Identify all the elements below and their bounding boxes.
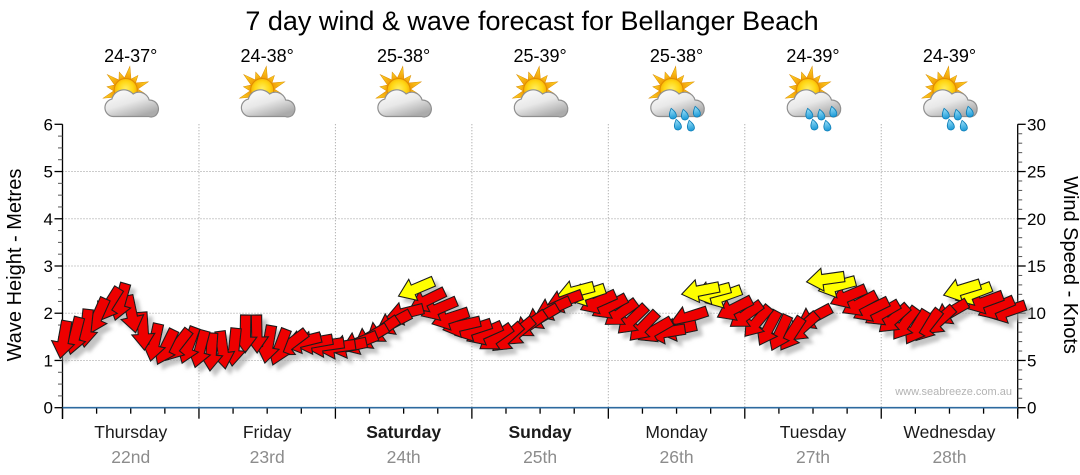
wind-arrow-strong <box>397 275 437 302</box>
wind-arrow-strong <box>680 278 721 304</box>
right-tick-label: 0 <box>1027 399 1036 418</box>
weather-icon-partly-cloudy <box>237 65 296 118</box>
day-name-label: Monday <box>645 422 708 442</box>
wind-arrow-series <box>50 267 1028 372</box>
temperature-label: 25-38° <box>650 46 703 66</box>
temperature-label: 25-39° <box>513 46 566 66</box>
day-name-label: Wednesday <box>903 422 995 442</box>
temperature-label: 24-38° <box>241 46 294 66</box>
watermark: www.seabreeze.com.au <box>895 386 1012 398</box>
temperature-label: 24-39° <box>923 46 976 66</box>
right-tick-label: 10 <box>1027 304 1046 323</box>
day-name-label: Friday <box>243 422 292 442</box>
wind-arrow-strong <box>805 267 846 292</box>
day-date-label: 22nd <box>111 447 150 467</box>
day-date-label: 24th <box>387 447 421 467</box>
day-date-label: 26th <box>660 447 694 467</box>
left-tick-label: 3 <box>44 257 53 276</box>
day-date-label: 23rd <box>250 447 285 467</box>
right-tick-label: 15 <box>1027 257 1046 276</box>
temperature-label: 24-37° <box>104 46 157 66</box>
weather-icon-partly-cloudy <box>374 65 432 118</box>
weather-icon-showers <box>648 66 705 132</box>
day-name-label: Thursday <box>94 422 167 442</box>
day-date-label: 28th <box>932 447 966 467</box>
day-name-label: Sunday <box>508 422 571 442</box>
day-date-label: 25th <box>523 447 557 467</box>
left-tick-label: 4 <box>44 210 53 229</box>
temperature-label: 25-38° <box>377 46 430 66</box>
right-tick-label: 30 <box>1027 115 1046 134</box>
left-axis-title: Wave Height - Metres <box>4 169 26 362</box>
right-axis-title: Wind Speed - Knots <box>1059 176 1080 354</box>
day-date-label: 27th <box>796 447 830 467</box>
axes <box>54 123 1026 419</box>
left-tick-label: 6 <box>44 115 53 134</box>
weather-icon-partly-cloudy <box>101 65 159 118</box>
right-tick-label: 5 <box>1027 351 1036 370</box>
left-tick-label: 0 <box>44 399 53 418</box>
weather-icon-partly-cloudy <box>510 65 569 118</box>
left-tick-label: 5 <box>44 163 53 182</box>
temperature-label: 24-39° <box>786 46 839 66</box>
left-tick-label: 1 <box>44 351 53 370</box>
day-name-label: Saturday <box>366 422 441 442</box>
weather-icon-showers <box>784 66 841 132</box>
weather-icon-showers <box>921 66 978 132</box>
wind-arrow <box>50 319 76 360</box>
left-tick-label: 2 <box>44 304 53 323</box>
chart-title: 7 day wind & wave forecast for Bellanger… <box>245 6 819 36</box>
day-name-label: Tuesday <box>780 422 847 442</box>
right-tick-label: 25 <box>1027 163 1046 182</box>
right-tick-label: 20 <box>1027 210 1046 229</box>
